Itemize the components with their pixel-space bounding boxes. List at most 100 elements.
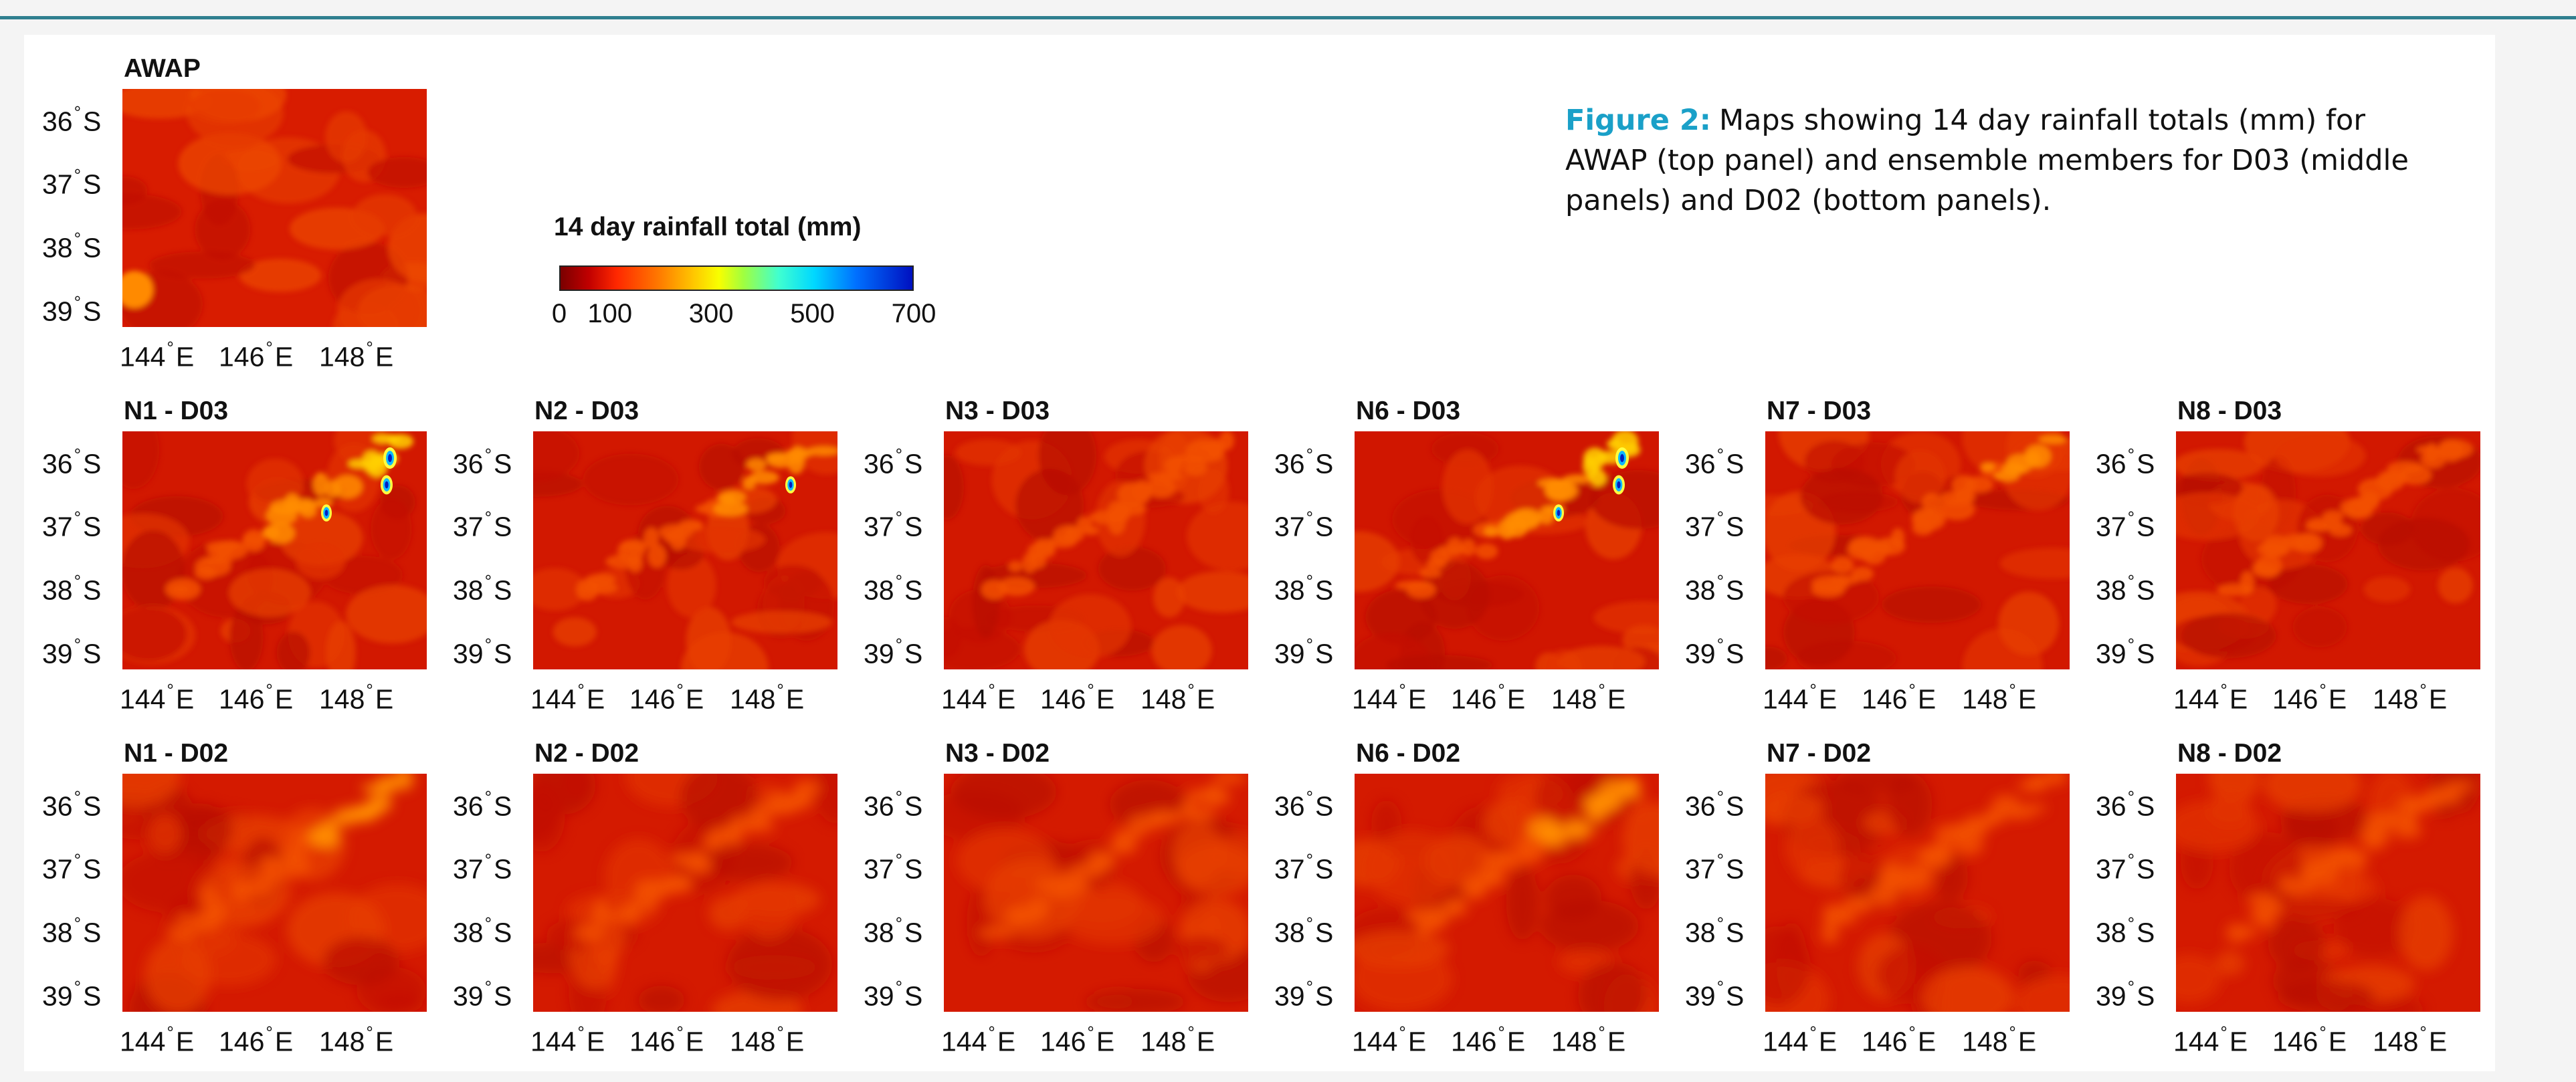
longitude-tick-label: 144°E — [941, 680, 1016, 715]
longitude-tick-label: 148°E — [2373, 1022, 2448, 1057]
latitude-tick-label: 39°S — [2096, 635, 2155, 669]
longitude-tick-label: 144°E — [941, 1022, 1016, 1057]
longitude-tick-label: 146°E — [219, 1022, 294, 1057]
rainfall-map-graphic — [1355, 431, 1659, 669]
panel-title: N7 - D03 — [1767, 397, 1872, 425]
longitude-tick-label: 146°E — [2272, 680, 2347, 715]
rainfall-map-graphic — [2176, 774, 2480, 1012]
longitude-tick-label: 144°E — [2173, 680, 2248, 715]
latitude-tick-label: 36°S — [42, 102, 102, 137]
colorbar-tick-label: 500 — [790, 299, 835, 328]
panel-title: N6 - D02 — [1356, 739, 1461, 768]
latitude-tick-label: 38°S — [1685, 913, 1745, 948]
rainfall-map-graphic — [533, 431, 837, 669]
latitude-tick-label: 36°S — [453, 445, 512, 479]
latitude-tick-label: 38°S — [2096, 913, 2155, 948]
rainfall-map — [533, 774, 837, 1012]
latitude-tick-label: 37°S — [42, 508, 102, 542]
latitude-tick-label: 36°S — [42, 445, 102, 479]
longitude-tick-label: 146°E — [1040, 680, 1115, 715]
colorbar-tick-label: 700 — [891, 299, 936, 328]
longitude-tick-label: 146°E — [1862, 1022, 1937, 1057]
longitude-tick-label: 146°E — [629, 680, 704, 715]
latitude-tick-label: 37°S — [2096, 850, 2155, 885]
latitude-tick-label: 36°S — [864, 445, 923, 479]
latitude-tick-label: 37°S — [1685, 508, 1745, 542]
panel-title: N1 - D02 — [124, 739, 229, 768]
colorbar-tick-label: 100 — [587, 299, 633, 328]
longitude-tick-label: 146°E — [219, 338, 294, 372]
longitude-tick-label: 148°E — [319, 338, 394, 372]
latitude-tick-label: 39°S — [864, 635, 923, 669]
rainfall-map — [1765, 774, 2070, 1012]
longitude-tick-label: 146°E — [1862, 680, 1937, 715]
colorbar-title: 14 day rainfall total (mm) — [554, 213, 862, 241]
latitude-tick-label: 37°S — [864, 850, 923, 885]
panel-title: N2 - D02 — [534, 739, 639, 768]
colorbar-tick-label: 300 — [688, 299, 734, 328]
longitude-tick-label: 148°E — [319, 680, 394, 715]
longitude-tick-label: 144°E — [1763, 680, 1838, 715]
latitude-tick-label: 39°S — [864, 977, 923, 1012]
latitude-tick-label: 37°S — [42, 850, 102, 885]
latitude-tick-label: 38°S — [453, 913, 512, 948]
panel-title: N3 - D03 — [945, 397, 1050, 425]
latitude-tick-label: 38°S — [1685, 571, 1745, 606]
longitude-tick-label: 148°E — [730, 680, 805, 715]
latitude-tick-label: 38°S — [42, 229, 102, 263]
longitude-tick-label: 148°E — [319, 1022, 394, 1057]
latitude-tick-label: 39°S — [2096, 977, 2155, 1012]
latitude-tick-label: 38°S — [1274, 913, 1334, 948]
latitude-tick-label: 36°S — [2096, 445, 2155, 479]
longitude-tick-label: 144°E — [1352, 1022, 1427, 1057]
latitude-tick-label: 37°S — [1274, 508, 1334, 542]
rainfall-map — [122, 431, 427, 669]
longitude-tick-label: 148°E — [1141, 680, 1215, 715]
longitude-tick-label: 148°E — [1551, 680, 1626, 715]
latitude-tick-label: 37°S — [864, 508, 923, 542]
latitude-tick-label: 37°S — [453, 850, 512, 885]
latitude-tick-label: 38°S — [864, 571, 923, 606]
rainfall-map — [2176, 431, 2480, 669]
latitude-tick-label: 39°S — [453, 635, 512, 669]
latitude-tick-label: 37°S — [2096, 508, 2155, 542]
colorbar — [559, 265, 914, 291]
panel-title: N3 - D02 — [945, 739, 1050, 768]
longitude-tick-label: 148°E — [1141, 1022, 1215, 1057]
latitude-tick-label: 36°S — [2096, 787, 2155, 822]
panel-title: AWAP — [124, 54, 201, 83]
rainfall-map — [944, 774, 1248, 1012]
latitude-tick-label: 36°S — [1274, 445, 1334, 479]
rainfall-map-graphic — [533, 774, 837, 1012]
latitude-tick-label: 39°S — [1685, 977, 1745, 1012]
rainfall-map — [122, 774, 427, 1012]
latitude-tick-label: 39°S — [1274, 977, 1334, 1012]
latitude-tick-label: 37°S — [1274, 850, 1334, 885]
figure-canvas — [24, 35, 2495, 1071]
longitude-tick-label: 148°E — [730, 1022, 805, 1057]
panel-title: N7 - D02 — [1767, 739, 1872, 768]
latitude-tick-label: 36°S — [1274, 787, 1334, 822]
panel-title: N2 - D03 — [534, 397, 639, 425]
latitude-tick-label: 37°S — [42, 165, 102, 200]
longitude-tick-label: 148°E — [1962, 1022, 2037, 1057]
longitude-tick-label: 144°E — [120, 1022, 195, 1057]
longitude-tick-label: 146°E — [1451, 1022, 1526, 1057]
latitude-tick-label: 39°S — [1274, 635, 1334, 669]
latitude-tick-label: 36°S — [1685, 445, 1745, 479]
rainfall-map — [122, 89, 427, 327]
longitude-tick-label: 144°E — [530, 1022, 605, 1057]
rainfall-map-graphic — [122, 431, 427, 669]
latitude-tick-label: 36°S — [453, 787, 512, 822]
latitude-tick-label: 37°S — [1685, 850, 1745, 885]
latitude-tick-label: 36°S — [1685, 787, 1745, 822]
rainfall-map-graphic — [1765, 431, 2070, 669]
longitude-tick-label: 146°E — [629, 1022, 704, 1057]
latitude-tick-label: 38°S — [2096, 571, 2155, 606]
longitude-tick-label: 144°E — [120, 680, 195, 715]
longitude-tick-label: 148°E — [1962, 680, 2037, 715]
latitude-tick-label: 38°S — [864, 913, 923, 948]
longitude-tick-label: 146°E — [2272, 1022, 2347, 1057]
longitude-tick-label: 148°E — [1551, 1022, 1626, 1057]
longitude-tick-label: 144°E — [2173, 1022, 2248, 1057]
